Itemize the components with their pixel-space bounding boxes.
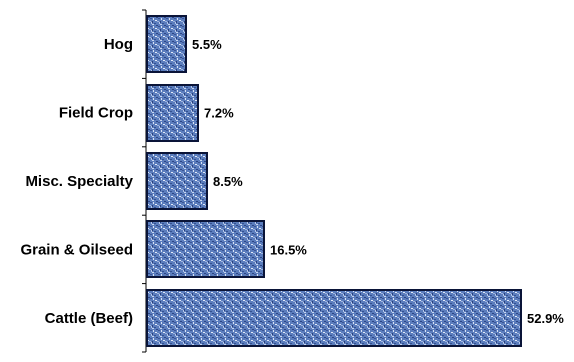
category-label: Cattle (Beef) xyxy=(45,310,133,327)
bar xyxy=(147,85,198,141)
value-label: 16.5% xyxy=(270,242,307,257)
bar xyxy=(147,153,207,209)
bar xyxy=(147,290,521,346)
bars-group xyxy=(147,16,521,346)
bar xyxy=(147,221,264,277)
value-label: 5.5% xyxy=(192,37,222,52)
bar xyxy=(147,16,186,72)
value-label: 8.5% xyxy=(213,174,243,189)
value-labels-group: 5.5% 7.2% 8.5% 16.5% 52.9% xyxy=(192,37,564,326)
category-label: Hog xyxy=(104,36,133,53)
category-labels-group: Hog Field Crop Misc. Specialty Grain & Oils… xyxy=(20,36,133,327)
value-label: 7.2% xyxy=(204,106,234,121)
category-label: Field Crop xyxy=(59,105,133,122)
category-label: Grain & Oilseed xyxy=(20,241,133,258)
value-label: 52.9% xyxy=(527,311,564,326)
category-label: Misc. Specialty xyxy=(25,173,133,190)
tick-marks-group xyxy=(142,10,146,352)
